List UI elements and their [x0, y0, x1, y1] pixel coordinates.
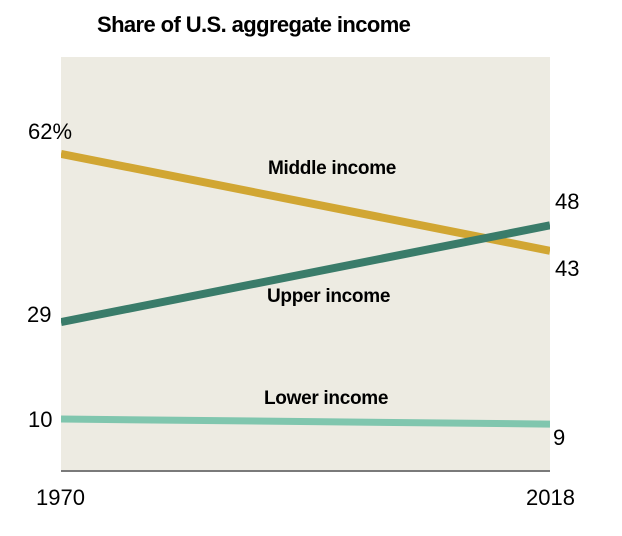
lines-svg	[61, 149, 550, 428]
upper-income-start-value: 29	[27, 302, 52, 327]
x-tick-2018: 2018	[526, 485, 575, 510]
lower-income-end-value: 9	[553, 425, 566, 450]
upper-income-series-label: Upper income	[267, 286, 391, 307]
lower-income-series-label: Lower income	[264, 388, 389, 409]
upper-income-end-value: 48	[555, 189, 580, 214]
chart-title: Share of U.S. aggregate income	[97, 12, 411, 37]
x-tick-1970: 1970	[36, 485, 85, 510]
plot-area	[61, 57, 550, 472]
middle-income-start-value: 62%	[28, 119, 73, 144]
lower-income-start-value: 10	[28, 407, 53, 432]
middle-income-series-label: Middle income	[268, 158, 397, 179]
middle-income-end-value: 43	[555, 256, 580, 281]
